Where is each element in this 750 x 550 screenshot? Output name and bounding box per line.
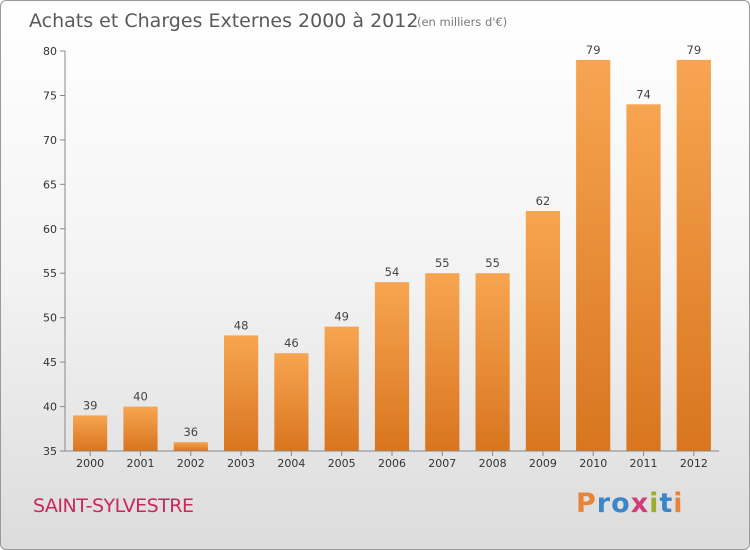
value-label-2007: 55: [435, 256, 450, 270]
value-label-2003: 48: [234, 318, 249, 332]
bar-2011: [626, 104, 661, 452]
x-tick-label-2009: 2009: [529, 457, 557, 470]
x-tick-label-2001: 2001: [126, 457, 154, 470]
bar-2000: [73, 415, 108, 451]
value-label-2005: 49: [334, 310, 349, 324]
x-tick-label-2011: 2011: [630, 457, 658, 470]
value-label-2002: 36: [183, 425, 198, 439]
logo-letter: i: [673, 488, 684, 519]
chart-title: Achats et Charges Externes 2000 à 2012: [29, 10, 418, 32]
value-label-2009: 62: [536, 194, 551, 208]
value-label-2012: 79: [687, 43, 702, 57]
place-name: SAINT-SYLVESTRE: [33, 495, 194, 517]
y-tick-label: 80: [43, 45, 57, 58]
logo-letter: o: [611, 488, 631, 519]
bar-2002: [173, 442, 208, 451]
logo-letter: x: [630, 488, 650, 519]
bar-2007: [425, 273, 460, 451]
y-tick-label: 70: [43, 134, 57, 147]
x-axis: 2000 2001 2002 2003 2004 2005 2006 2007 2008 2009…: [65, 450, 719, 470]
x-tick-label-2008: 2008: [479, 457, 507, 470]
x-tick-label-2007: 2007: [428, 457, 456, 470]
value-label-2006: 54: [385, 265, 400, 279]
bar-2012: [676, 59, 711, 452]
y-tick-label: 60: [43, 223, 57, 236]
bar-2008: [475, 273, 510, 451]
x-tick-label-2002: 2002: [177, 457, 205, 470]
y-tick-label: 35: [43, 445, 57, 458]
bars: 39 40 36 48 46 49 54 55 55 62 79 74 79: [73, 43, 711, 452]
x-tick-label-2004: 2004: [277, 457, 305, 470]
y-tick-label: 50: [43, 312, 57, 325]
bar-2003: [224, 335, 259, 451]
proxiti-logo: Proxiti: [576, 488, 684, 519]
logo-letter: t: [659, 488, 674, 519]
value-label-2010: 79: [586, 43, 601, 57]
value-label-2004: 46: [284, 336, 299, 350]
value-label-2001: 40: [133, 390, 148, 404]
bar-2009: [525, 211, 560, 451]
logo-letter: r: [596, 488, 612, 519]
y-tick-label: 40: [43, 401, 57, 414]
value-label-2000: 39: [83, 398, 98, 412]
x-tick-label-2012: 2012: [680, 457, 708, 470]
logo-letter: P: [576, 488, 597, 519]
x-tick-label-2003: 2003: [227, 457, 255, 470]
bar-2005: [324, 326, 359, 451]
x-tick-label-2005: 2005: [328, 457, 356, 470]
y-tick-label: 55: [43, 267, 57, 280]
y-tick-label: 75: [43, 89, 57, 102]
logo-letter: i: [649, 488, 660, 519]
bar-2001: [123, 406, 158, 451]
y-tick-label: 65: [43, 178, 57, 191]
y-axis: 35 40 45 50 55 60 65 70 75 80: [43, 45, 66, 458]
chart-subtitle: (en milliers d'€): [417, 15, 507, 29]
bar-2004: [274, 353, 309, 451]
bar-2006: [374, 282, 410, 451]
x-tick-label-2000: 2000: [76, 457, 104, 470]
value-label-2011: 74: [636, 87, 651, 101]
bar-2010: [576, 59, 611, 452]
x-tick-label-2006: 2006: [378, 457, 406, 470]
x-tick-label-2010: 2010: [579, 457, 607, 470]
value-label-2008: 55: [485, 256, 500, 270]
y-tick-label: 45: [43, 356, 57, 369]
